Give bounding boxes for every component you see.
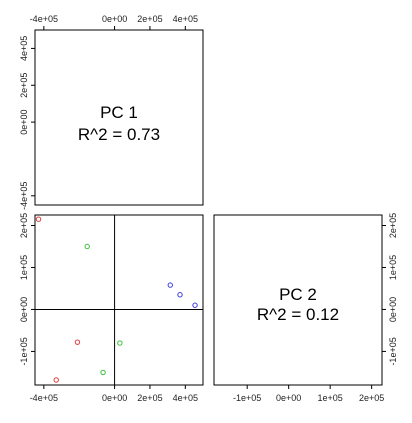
scatter-y-axis-tick-label: 1e+05 — [19, 255, 29, 280]
pc2-bottom-axis-tick-label: 0e+00 — [276, 393, 301, 403]
scatter-point — [84, 243, 90, 250]
pc2-right-axis-tick-label: 0e+00 — [388, 297, 398, 322]
scatter-point — [100, 369, 106, 376]
pc2-right-axis-tick-label: -1e+05 — [388, 337, 398, 365]
pc2-right-axis-tick-label: 2e+05 — [388, 213, 398, 238]
pc1-title: PC 1 — [100, 103, 138, 122]
scatter-x-axis-tick-label: 4e+05 — [173, 393, 198, 403]
pc1-top-axis-tick-label: 4e+05 — [173, 14, 198, 24]
chart-marks: -4e+05 0e+00 2e+05 4e+05 -4e+05 0e+00 2e+05 4e+… — [19, 14, 398, 403]
scatter-x-axis-tick-label: 2e+05 — [137, 393, 162, 403]
scatter-point — [35, 216, 42, 222]
scatter-point — [74, 339, 81, 345]
pc1-left-axis-tick-label: 2e+05 — [19, 73, 29, 98]
pc2-r2: R^2 = 0.12 — [257, 305, 339, 324]
pc2-bottom-axis-tick-label: -1e+05 — [233, 393, 261, 403]
scatter-point — [177, 292, 183, 298]
pc1-left-axis-tick-label: 4e+05 — [19, 36, 29, 61]
scatter-y-axis-tick-label: 0e+00 — [19, 297, 29, 322]
scatter-point — [53, 377, 59, 383]
pc2-right-axis-tick-label: 1e+05 — [388, 255, 398, 280]
scatter-x-axis-tick-label: -4e+05 — [30, 393, 58, 403]
pc1-top-axis-tick-label: 2e+05 — [137, 14, 162, 24]
scatter-point — [192, 302, 198, 308]
scatter-point — [117, 340, 123, 346]
panel-pc1-frame — [34, 29, 204, 206]
scatter-y-axis-tick-label: 2e+05 — [19, 213, 29, 238]
pc1-top-axis-tick-label: 0e+00 — [102, 14, 127, 24]
panel-scatter-frame — [34, 214, 204, 386]
pc1-r2: R^2 = 0.73 — [78, 125, 160, 144]
scatter-point — [167, 282, 173, 288]
scatter-y-axis-tick-label: -1e+05 — [19, 337, 29, 365]
pc1-top-axis-tick-label: -4e+05 — [30, 14, 58, 24]
pc1-left-axis-tick-label: -4e+05 — [19, 182, 29, 210]
pc2-bottom-axis-tick-label: 1e+05 — [318, 393, 343, 403]
panel-pc2-frame — [213, 214, 383, 386]
pc2-title: PC 2 — [279, 285, 317, 304]
scatter-x-axis-tick-label: 0e+00 — [102, 393, 127, 403]
pc2-bottom-axis-tick-label: 2e+05 — [359, 393, 384, 403]
pc1-left-axis-tick-label: 0e+00 — [19, 109, 29, 134]
